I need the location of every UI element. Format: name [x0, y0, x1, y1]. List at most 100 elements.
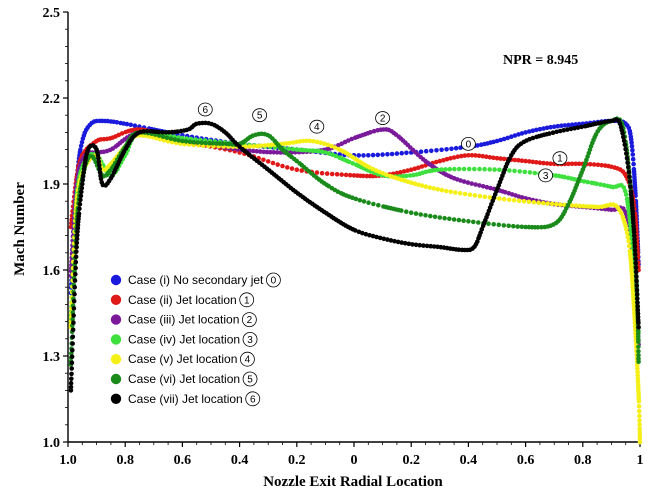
data-point	[573, 203, 579, 208]
data-point	[361, 199, 367, 204]
data-point	[180, 138, 185, 144]
data-point	[635, 300, 640, 305]
data-point	[523, 224, 528, 230]
data-point	[534, 127, 539, 133]
data-point	[512, 157, 518, 163]
data-point	[637, 436, 643, 441]
data-point	[429, 148, 434, 154]
data-point	[465, 180, 471, 185]
data-point	[507, 156, 512, 161]
legend-circle-marker	[242, 331, 258, 347]
data-point	[526, 129, 532, 134]
legend-marker-number: 0	[271, 276, 277, 287]
data-point	[467, 192, 473, 197]
data-point	[401, 169, 407, 174]
data-point	[370, 152, 376, 158]
data-point	[68, 388, 74, 393]
data-point	[399, 208, 404, 213]
npr-annotation: NPR = 8.945	[503, 53, 578, 68]
data-point	[72, 285, 77, 290]
data-point	[472, 166, 477, 172]
data-point	[160, 130, 165, 135]
data-point	[299, 168, 305, 173]
data-point	[629, 140, 634, 145]
y-tick-label: 2.5	[43, 6, 61, 21]
data-point	[554, 129, 559, 135]
x-tick-label: 0.6	[174, 453, 192, 468]
data-point	[349, 136, 355, 142]
data-point	[329, 171, 335, 177]
data-point	[70, 348, 75, 353]
data-point	[250, 148, 256, 154]
data-point	[405, 168, 410, 173]
data-point	[631, 161, 636, 167]
legend-marker	[110, 274, 122, 286]
data-point	[466, 219, 471, 224]
data-point	[519, 131, 525, 136]
data-point	[333, 153, 339, 159]
data-point	[265, 142, 271, 148]
data-point	[631, 230, 637, 235]
legend-marker-number: 3	[247, 335, 253, 346]
data-point	[576, 161, 582, 167]
data-point	[621, 185, 627, 190]
data-point	[444, 188, 449, 194]
data-point	[620, 131, 625, 136]
data-point	[469, 181, 475, 186]
data-point	[69, 360, 75, 366]
x-tick-label: 0.4	[231, 453, 249, 468]
data-point	[326, 151, 332, 156]
data-point	[332, 145, 338, 150]
data-point	[68, 380, 74, 386]
data-point	[626, 169, 632, 175]
data-point	[472, 193, 478, 198]
legend-marker	[110, 354, 122, 365]
data-point	[630, 152, 636, 157]
data-point	[70, 327, 76, 333]
data-point	[435, 187, 441, 192]
data-point	[632, 236, 637, 242]
data-point	[385, 152, 390, 157]
data-point	[144, 128, 150, 134]
data-point	[347, 172, 353, 178]
data-point	[548, 124, 553, 130]
data-point	[530, 159, 536, 165]
data-point	[156, 129, 161, 135]
data-point	[522, 169, 528, 175]
data-point	[461, 218, 466, 223]
data-point	[537, 160, 543, 165]
data-point	[423, 213, 428, 218]
curve-label-circle	[375, 111, 391, 125]
data-point	[321, 141, 327, 146]
data-point	[577, 203, 583, 209]
data-point	[74, 236, 80, 242]
data-point	[506, 223, 512, 229]
legend-marker-number: 1	[244, 295, 250, 306]
data-point	[554, 201, 559, 207]
data-point	[356, 153, 362, 158]
data-point	[461, 166, 467, 172]
legend-label: Case (iii) Jet location	[128, 313, 239, 327]
data-point	[361, 153, 366, 158]
data-point	[596, 204, 601, 210]
data-point	[404, 150, 409, 156]
data-point	[286, 146, 292, 152]
curve-label-text: 3	[543, 171, 549, 182]
data-point	[519, 224, 525, 230]
data-point	[635, 296, 640, 301]
data-point	[566, 122, 571, 128]
axes: 1.0 1.3 1.6 1.9 2.2 2.5 1.0 0.8 0.6 0.4 0.2 0 0.2 0.4…	[43, 6, 644, 468]
data-point	[257, 149, 263, 154]
data-point	[562, 174, 567, 180]
data-point	[417, 242, 423, 248]
data-point	[609, 207, 614, 213]
data-point	[424, 243, 430, 249]
data-point	[400, 173, 406, 179]
x-tick-label: 0.8	[574, 453, 592, 468]
data-point	[265, 159, 271, 164]
data-point	[532, 170, 538, 176]
data-point	[502, 189, 508, 195]
data-point	[492, 167, 497, 172]
data-point	[261, 157, 266, 163]
